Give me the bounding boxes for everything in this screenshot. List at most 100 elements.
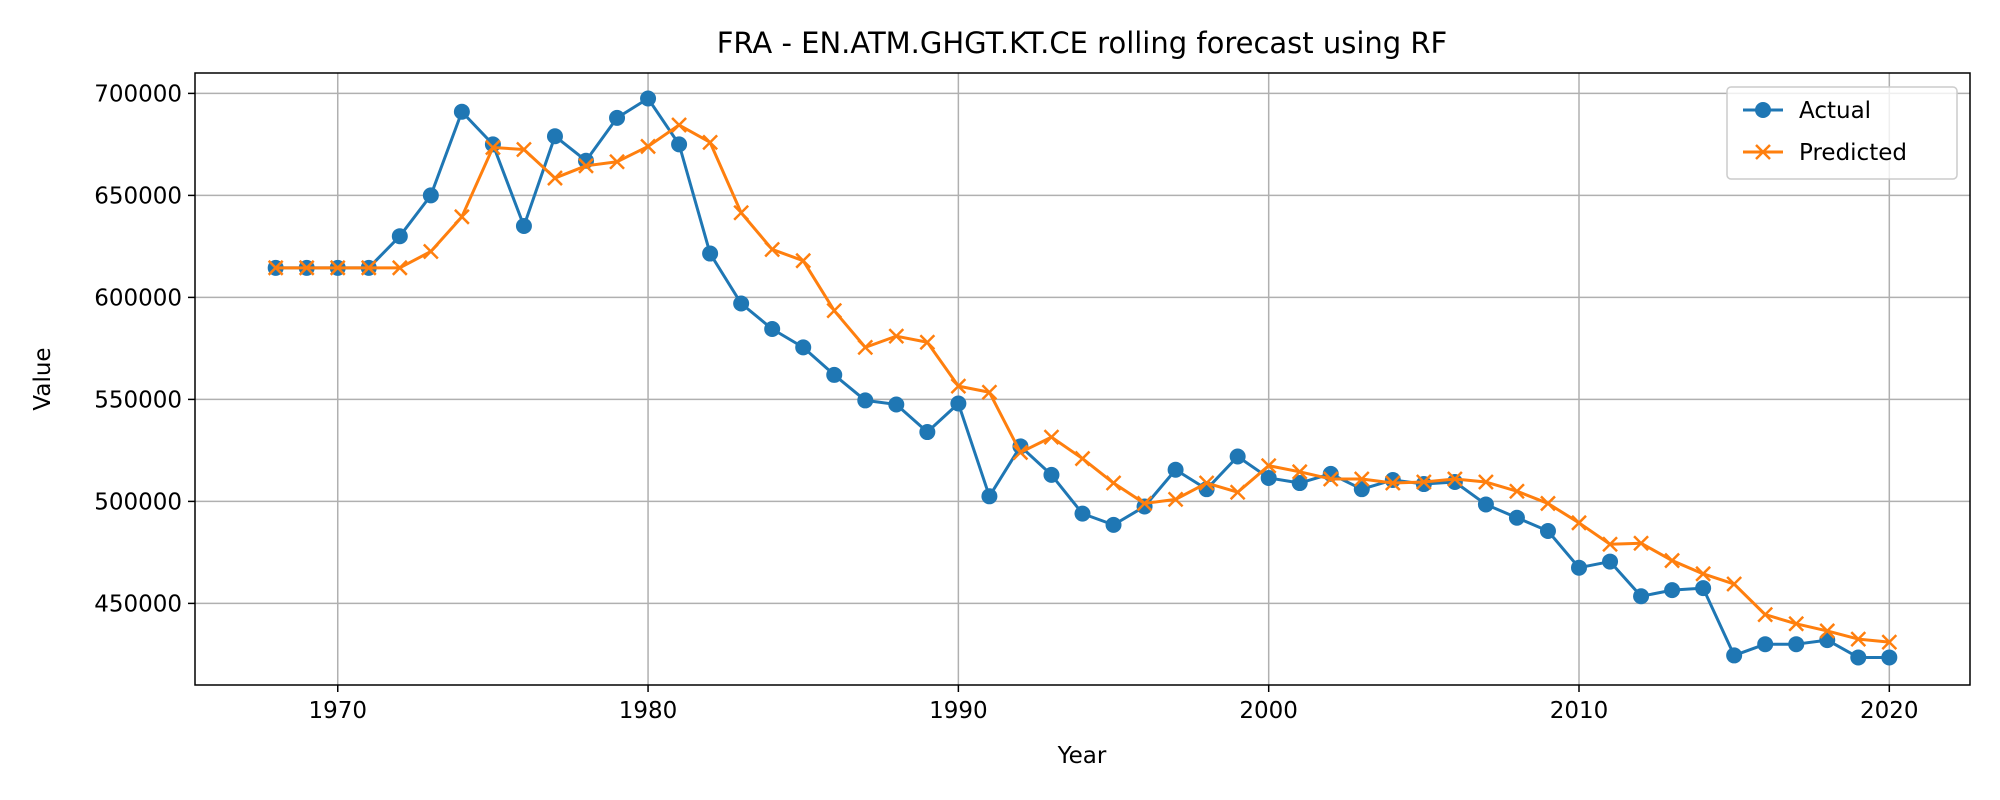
data-point-predicted (1136, 495, 1153, 512)
y-tick-label: 700000 (94, 81, 182, 107)
data-point-predicted (671, 117, 687, 133)
data-point-actual (919, 424, 936, 441)
data-point-predicted (764, 241, 781, 258)
y-tick-label: 600000 (94, 285, 182, 311)
data-point-predicted (919, 334, 936, 351)
data-point-predicted (1415, 474, 1432, 490)
data-point-actual (1881, 649, 1898, 666)
data-point-predicted (1043, 429, 1060, 446)
plot-frame (194, 72, 1971, 686)
data-point-predicted (453, 208, 470, 225)
data-point-predicted (1664, 552, 1680, 569)
data-point-actual (1508, 509, 1525, 526)
data-point-predicted (547, 170, 563, 186)
data-point-predicted (422, 243, 439, 260)
legend: Actual Predicted (1726, 86, 1958, 180)
y-tick-label: 550000 (94, 387, 182, 413)
data-point-predicted (826, 302, 843, 319)
data-point-predicted (360, 259, 377, 276)
data-point-predicted (1695, 565, 1712, 582)
data-point-actual (795, 339, 812, 356)
data-point-predicted (1726, 576, 1743, 592)
data-point-predicted (1602, 536, 1618, 553)
data-point-predicted (1633, 535, 1649, 552)
data-point-actual (1167, 461, 1184, 478)
data-point-predicted (1384, 475, 1401, 491)
data-point-predicted (1571, 514, 1587, 531)
data-point-actual (1571, 559, 1588, 576)
data-point-predicted (1788, 615, 1805, 632)
y-tick-label: 450000 (94, 591, 182, 617)
data-point-actual (515, 218, 532, 234)
data-point-predicted (329, 259, 346, 276)
data-point-actual (857, 392, 874, 409)
data-point-predicted (1291, 463, 1308, 480)
x-axis-label: Year (1057, 743, 1107, 769)
data-point-actual (671, 136, 688, 153)
series-predicted (267, 117, 1898, 651)
axis-ticks: 1970 1980 1990 2000 2010 2020 450000 500000 5500… (94, 81, 1918, 724)
legend-predicted-label: Predicted (1799, 140, 1907, 166)
data-point-actual (1353, 481, 1370, 498)
data-point-actual (1633, 588, 1650, 605)
data-point-predicted (578, 157, 594, 174)
data-point-actual (888, 396, 905, 413)
y-tick-label: 500000 (94, 489, 182, 515)
data-point-actual (1043, 466, 1060, 483)
data-point-predicted (795, 252, 812, 269)
y-axis-label: Value (30, 347, 56, 410)
data-point-actual (764, 321, 781, 338)
data-point-actual (1415, 476, 1432, 493)
data-point-actual (422, 187, 439, 204)
data-point-predicted (1478, 474, 1494, 490)
plot-series (267, 90, 1898, 666)
data-point-actual (1602, 553, 1619, 570)
data-point-predicted (857, 339, 874, 356)
data-point-actual (702, 245, 719, 262)
data-point-actual (1819, 632, 1836, 649)
data-point-actual (1074, 505, 1091, 522)
data-point-predicted (888, 328, 905, 345)
data-point-predicted (1260, 457, 1277, 474)
data-point-predicted (1850, 631, 1867, 647)
data-point-actual (1477, 496, 1494, 513)
data-point-predicted (1446, 471, 1463, 487)
data-point-actual (391, 228, 408, 245)
data-point-predicted (1074, 450, 1091, 467)
data-point-actual (1446, 474, 1463, 491)
legend-actual-label: Actual (1799, 98, 1871, 124)
data-point-predicted (1167, 491, 1184, 508)
data-point-predicted (485, 139, 501, 156)
data-point-actual (1384, 471, 1401, 488)
chart-title: FRA - EN.ATM.GHGT.KT.CE rolling forecast… (717, 26, 1448, 60)
data-point-actual (453, 103, 470, 120)
data-point-actual (950, 395, 967, 412)
data-point-predicted (391, 259, 408, 276)
data-point-predicted (1353, 471, 1370, 487)
data-point-predicted (1757, 606, 1774, 623)
data-point-predicted (1012, 444, 1029, 461)
data-point-actual (1757, 636, 1774, 653)
y-tick-label: 650000 (94, 183, 182, 209)
data-point-predicted (1881, 634, 1898, 651)
data-point-actual (640, 90, 657, 107)
data-point-actual (1291, 475, 1308, 492)
data-point-actual (733, 295, 750, 312)
x-tick-label: 2020 (1860, 698, 1919, 724)
data-point-predicted (609, 153, 625, 170)
x-tick-label: 1990 (929, 698, 988, 724)
legend-actual-marker (1755, 102, 1771, 118)
data-point-predicted (1322, 471, 1339, 487)
data-point-actual (1539, 522, 1556, 539)
data-point-predicted (1105, 475, 1122, 491)
data-point-actual (1664, 582, 1681, 599)
data-point-actual (1695, 580, 1712, 597)
data-point-actual (1788, 636, 1805, 653)
data-point-predicted (950, 378, 967, 395)
x-tick-label: 2000 (1239, 698, 1298, 724)
data-point-predicted (267, 259, 284, 276)
series-actual (267, 90, 1898, 666)
x-tick-label: 2010 (1550, 698, 1609, 724)
data-point-actual (1726, 647, 1743, 664)
